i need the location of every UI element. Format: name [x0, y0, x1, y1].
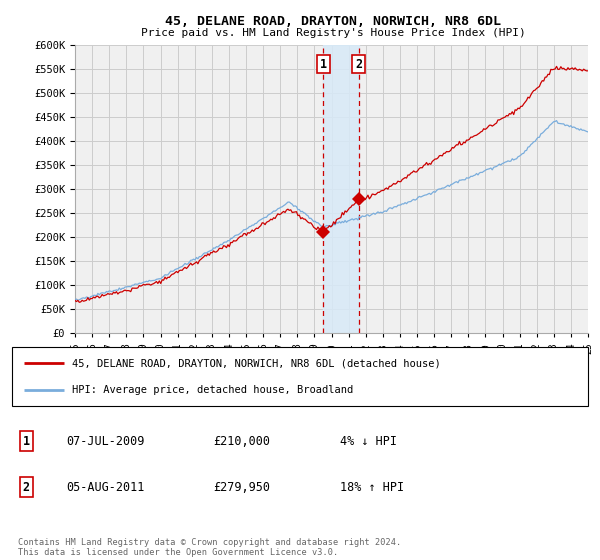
Text: 05-AUG-2011: 05-AUG-2011 — [67, 480, 145, 493]
Text: 2: 2 — [23, 480, 30, 493]
Text: 45, DELANE ROAD, DRAYTON, NORWICH, NR8 6DL: 45, DELANE ROAD, DRAYTON, NORWICH, NR8 6… — [165, 15, 501, 28]
Text: 18% ↑ HPI: 18% ↑ HPI — [340, 480, 404, 493]
Text: Contains HM Land Registry data © Crown copyright and database right 2024.
This d: Contains HM Land Registry data © Crown c… — [18, 538, 401, 557]
Text: 1: 1 — [23, 435, 30, 448]
Text: 45, DELANE ROAD, DRAYTON, NORWICH, NR8 6DL (detached house): 45, DELANE ROAD, DRAYTON, NORWICH, NR8 6… — [73, 358, 441, 368]
Text: £210,000: £210,000 — [214, 435, 271, 448]
Text: 07-JUL-2009: 07-JUL-2009 — [67, 435, 145, 448]
Text: 4% ↓ HPI: 4% ↓ HPI — [340, 435, 397, 448]
Text: 1: 1 — [320, 58, 327, 71]
Bar — [323, 45, 359, 333]
Text: £279,950: £279,950 — [214, 480, 271, 493]
Text: 2: 2 — [355, 58, 362, 71]
Text: Price paid vs. HM Land Registry's House Price Index (HPI): Price paid vs. HM Land Registry's House … — [140, 28, 526, 38]
Text: HPI: Average price, detached house, Broadland: HPI: Average price, detached house, Broa… — [73, 385, 354, 395]
FancyBboxPatch shape — [12, 347, 588, 406]
